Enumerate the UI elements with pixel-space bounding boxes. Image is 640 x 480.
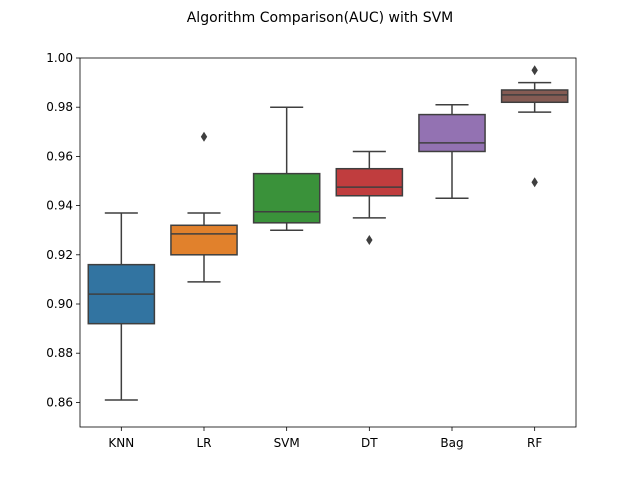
y-tick-label: 0.98 bbox=[46, 100, 73, 114]
box-lr bbox=[170, 131, 238, 283]
y-tick-label: 0.90 bbox=[46, 297, 73, 311]
box-svm bbox=[252, 106, 321, 231]
box-iqr bbox=[252, 172, 321, 224]
x-axis: KNN LR SVM DT Bag RF bbox=[108, 427, 542, 450]
box-dt bbox=[335, 150, 404, 246]
x-tick-label: RF bbox=[527, 436, 542, 450]
x-tick-label: KNN bbox=[108, 436, 134, 450]
y-tick-label: 0.94 bbox=[46, 199, 73, 213]
box-iqr bbox=[335, 167, 404, 197]
box-knn bbox=[87, 212, 156, 401]
x-tick-label: DT bbox=[361, 436, 378, 450]
x-tick-label: LR bbox=[196, 436, 211, 450]
y-axis: 0.86 0.88 0.90 0.92 0.94 0.96 0.98 1.00 bbox=[46, 51, 80, 409]
plot-area bbox=[87, 65, 569, 401]
x-tick-label: Bag bbox=[440, 436, 463, 450]
plot-frame bbox=[79, 57, 577, 428]
outlier-point bbox=[531, 177, 538, 188]
box-iqr bbox=[500, 89, 569, 104]
box-iqr bbox=[170, 224, 238, 256]
y-tick-label: 0.96 bbox=[46, 149, 73, 163]
y-tick-label: 0.92 bbox=[46, 248, 73, 262]
outlier-point bbox=[366, 235, 373, 246]
box-bag bbox=[418, 103, 486, 199]
box-iqr bbox=[418, 113, 486, 153]
outlier-point bbox=[200, 131, 208, 142]
box-rf bbox=[500, 65, 569, 188]
y-tick-label: 0.88 bbox=[46, 346, 73, 360]
y-tick-label: 0.86 bbox=[46, 395, 73, 409]
y-tick-label: 1.00 bbox=[46, 51, 73, 65]
chart-title: Algorithm Comparison(AUC) with SVM bbox=[187, 10, 454, 26]
x-tick-label: SVM bbox=[274, 436, 300, 450]
outlier-point bbox=[531, 65, 538, 76]
